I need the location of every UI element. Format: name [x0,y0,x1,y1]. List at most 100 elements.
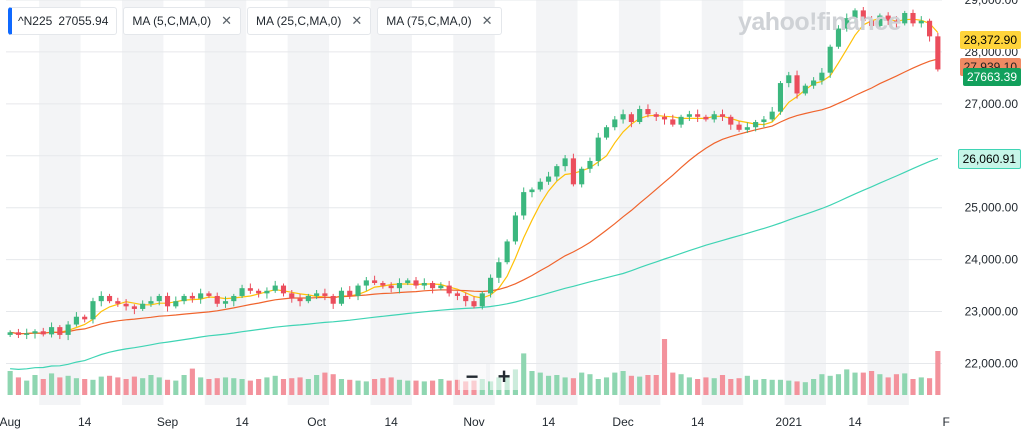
candle-body [653,114,659,117]
candle-body [869,20,875,26]
candle-body [156,295,162,302]
week-band [287,0,330,405]
volume-bar [173,380,179,395]
candle-body [372,280,378,283]
volume-bar [769,379,775,395]
volume-bar [869,371,875,395]
volume-bar [910,379,916,395]
candle-body [844,18,850,29]
candle-body [214,295,220,304]
week-band [453,0,495,405]
candle-body [910,12,916,24]
volume-bar [653,375,659,395]
zoom-out-button[interactable]: − [458,364,486,390]
volume-bar [711,378,717,395]
candle-body [189,295,195,299]
volume-bar [48,373,55,395]
x-tick-label: 14 [848,415,862,429]
candle-body [487,277,494,294]
candle-body [239,288,245,296]
candle-body [860,10,866,21]
volume-bar [57,377,63,395]
ma5-chip[interactable]: MA (5,C,MA,0) ✕ [123,7,241,35]
candle-body [330,295,336,304]
volume-bar [446,380,452,395]
volume-bar [272,375,278,395]
x-tick-label: 14 [691,415,705,429]
volume-bar [338,379,345,395]
candle-body [728,116,734,125]
volume-bar [206,379,212,395]
candle-body [48,327,55,335]
volume-bar [695,379,701,395]
candle-body [405,280,411,283]
candle-body [504,241,510,263]
candle-body [695,114,701,117]
yahoo-finance-watermark: yahoo!finance [738,8,901,36]
ma75-chip[interactable]: MA (75,C,MA,0) ✕ [377,7,502,35]
close-icon[interactable]: ✕ [481,13,493,28]
symbol-chip[interactable]: ^N225 27055.94 [8,7,118,35]
candle-body [305,295,311,302]
volume-bar [90,379,96,395]
candle-body [181,295,187,302]
volume-bar [181,375,187,395]
volume-bar [40,379,46,395]
candle-body [65,324,71,335]
volume-bar [7,371,13,395]
volume-bar [73,378,79,395]
zoom-in-button[interactable]: + [490,364,518,390]
volume-bar [396,379,403,395]
candle-body [256,290,262,294]
ma5-label: MA (5,C,MA,0) [132,14,212,28]
y-tick-label: 25,000.00 [965,201,1019,215]
volume-bar [231,378,237,395]
y-tick-label: 27,000.00 [965,97,1019,111]
volume-bar [82,379,88,395]
weekend-bands [39,0,909,405]
volume-bar [330,374,336,395]
close-icon[interactable]: ✕ [221,13,232,28]
volume-bar [545,375,552,395]
candle-body [827,46,833,73]
candle-body [32,331,38,334]
volume-bar [935,351,941,395]
candle-body [521,192,527,216]
candle-body [73,316,79,325]
candle-body [587,160,593,169]
volume-bar [156,377,162,395]
volume-bar [239,379,245,395]
candle-body [396,282,403,289]
candle-body [802,85,808,94]
candle-body [902,12,908,24]
close-icon[interactable]: ✕ [351,13,363,28]
candle-body [206,293,212,296]
y-tick-label: 29,000.00 [965,0,1019,7]
volume-bar [32,375,38,395]
candle-body [554,166,560,177]
x-tick-label: 14 [235,415,249,429]
volume-bar [902,373,908,395]
ma25-chip[interactable]: MA (25,C,MA,0) ✕ [246,7,372,35]
volume-bar [15,377,21,395]
indicator-legend: ^N225 27055.94 MA (5,C,MA,0) ✕ MA (25,C,… [8,7,502,35]
candle-body [595,137,601,161]
candlesticks [7,7,941,341]
candle-body [454,293,461,296]
candle-body [380,282,386,286]
candle-body [446,285,452,294]
volume-bar [405,380,411,395]
candle-body [413,280,419,286]
volume-bar [612,372,618,395]
ma5-price-tag: 28,372.90 [959,31,1021,49]
volume-bar [222,377,229,395]
volume-bar [305,379,311,395]
zoom-controls: − + [458,364,518,390]
volume-bar [537,372,543,395]
y-tick-label: 24,000.00 [965,253,1019,267]
volume-bar [214,378,220,395]
volume-bar [413,380,419,395]
candle-body [877,15,883,26]
symbol-label: ^N225 [18,14,53,28]
